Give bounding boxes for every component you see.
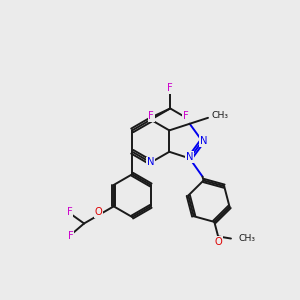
Text: CH₃: CH₃ <box>212 111 229 120</box>
Text: O: O <box>215 237 223 247</box>
Text: F: F <box>183 111 189 121</box>
Text: F: F <box>68 231 73 241</box>
Text: N: N <box>147 158 154 167</box>
Text: O: O <box>94 207 102 217</box>
Text: N: N <box>200 136 208 146</box>
Text: F: F <box>148 111 154 121</box>
Text: CH₃: CH₃ <box>238 234 255 243</box>
Text: F: F <box>67 207 72 217</box>
Text: F: F <box>167 83 173 93</box>
Text: N: N <box>186 152 194 162</box>
